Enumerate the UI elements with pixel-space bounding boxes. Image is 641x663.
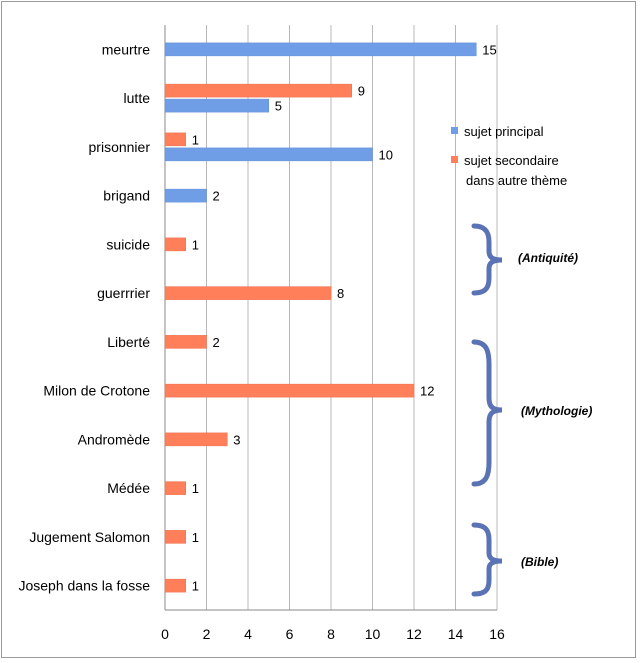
x-tick-label-0: 0 bbox=[161, 626, 169, 642]
legend-label-sujet-secondaire: sujet secondaire bbox=[464, 153, 559, 168]
category-label-guerrrier: guerrrier bbox=[97, 285, 150, 301]
group-braces: (Antiquité) (Mythologie) (Bible) bbox=[471, 223, 592, 597]
x-tick-label-6: 6 bbox=[286, 626, 294, 642]
bar-medee-secondaire bbox=[164, 481, 186, 495]
category-label-andromede: Andromède bbox=[78, 431, 151, 447]
annotation-mythologie: (Mythologie) bbox=[521, 404, 592, 418]
bar-guerrrier-secondaire bbox=[164, 286, 332, 300]
brace-mythologie bbox=[471, 339, 503, 487]
bar-meurtre-principal bbox=[164, 42, 477, 57]
brace-antiquite bbox=[471, 223, 503, 296]
data-label-milon-de-crotone-secondaire: 12 bbox=[420, 384, 434, 399]
bar-brigand-principal bbox=[164, 188, 207, 203]
legend-label-sujet-principal: sujet principal bbox=[464, 124, 544, 139]
data-label-liberte-secondaire: 2 bbox=[213, 335, 220, 350]
category-label-jugement-salomon: Jugement Salomon bbox=[29, 529, 150, 545]
data-label-prisonnier-principal: 10 bbox=[379, 147, 393, 162]
category-label-suicide: suicide bbox=[106, 236, 150, 252]
category-label-meurtre: meurtre bbox=[102, 41, 150, 57]
data-label-medee-secondaire: 1 bbox=[192, 481, 199, 496]
category-label-joseph-dans-la-fosse: Joseph dans la fosse bbox=[18, 578, 150, 594]
bar-lutte-principal bbox=[164, 98, 269, 113]
category-label-prisonnier: prisonnier bbox=[89, 139, 151, 155]
brace-bible bbox=[471, 522, 503, 597]
annotation-bible: (Bible) bbox=[521, 555, 558, 569]
category-label-liberte: Liberté bbox=[107, 334, 150, 350]
legend-label-sujet-secondaire-line2: dans autre thème bbox=[466, 173, 567, 188]
legend: sujet principal sujet secondaire dans au… bbox=[451, 124, 567, 188]
data-label-brigand-principal: 2 bbox=[213, 189, 220, 204]
x-tick-label-10: 10 bbox=[365, 626, 381, 642]
bar-lutte-secondaire bbox=[164, 83, 352, 98]
gridlines bbox=[164, 25, 498, 611]
x-tick-label-14: 14 bbox=[448, 626, 464, 642]
x-tick-label-8: 8 bbox=[327, 626, 335, 642]
data-labels: 15 9 5 1 10 2 1 8 2 12 3 1 1 1 bbox=[192, 42, 497, 593]
x-tick-label-16: 16 bbox=[489, 626, 505, 642]
x-tick-label-4: 4 bbox=[244, 626, 252, 642]
legend-swatch-sujet-principal bbox=[451, 127, 458, 134]
x-tick-label-12: 12 bbox=[406, 626, 422, 642]
bar-joseph-dans-la-fosse-secondaire bbox=[164, 578, 186, 593]
data-label-guerrrier-secondaire: 8 bbox=[337, 286, 344, 301]
bars bbox=[164, 42, 477, 593]
data-label-prisonnier-secondaire: 1 bbox=[192, 132, 199, 147]
bar-prisonnier-secondaire bbox=[164, 132, 186, 147]
data-label-suicide-secondaire: 1 bbox=[192, 237, 199, 252]
data-label-lutte-principal: 5 bbox=[275, 99, 282, 114]
bar-liberte-secondaire bbox=[164, 335, 207, 349]
category-label-medee: Médée bbox=[107, 480, 150, 496]
annotation-antiquite: (Antiquité) bbox=[518, 251, 578, 265]
data-label-andromede-secondaire: 3 bbox=[233, 432, 240, 447]
data-label-jugement-salomon-secondaire: 1 bbox=[192, 530, 199, 545]
bar-suicide-secondaire bbox=[164, 237, 186, 252]
data-label-meurtre-principal: 15 bbox=[482, 42, 496, 57]
bar-milon-de-crotone-secondaire bbox=[164, 383, 415, 398]
bar-prisonnier-principal bbox=[164, 147, 373, 162]
x-tick-label-2: 2 bbox=[203, 626, 211, 642]
category-label-brigand: brigand bbox=[103, 188, 150, 204]
category-labels: meurtre lutte prisonnier brigand suicide guer… bbox=[18, 41, 150, 593]
data-label-joseph-dans-la-fosse-secondaire: 1 bbox=[192, 579, 199, 594]
category-label-lutte: lutte bbox=[124, 90, 151, 106]
legend-swatch-sujet-secondaire bbox=[451, 156, 458, 163]
x-axis-ticks: 0 2 4 6 8 10 12 14 16 bbox=[161, 626, 505, 642]
category-label-milon-de-crotone: Milon de Crotone bbox=[43, 383, 150, 399]
bar-andromede-secondaire bbox=[164, 432, 228, 447]
data-label-lutte-secondaire: 9 bbox=[358, 84, 365, 99]
bar-jugement-salomon-secondaire bbox=[164, 530, 186, 544]
